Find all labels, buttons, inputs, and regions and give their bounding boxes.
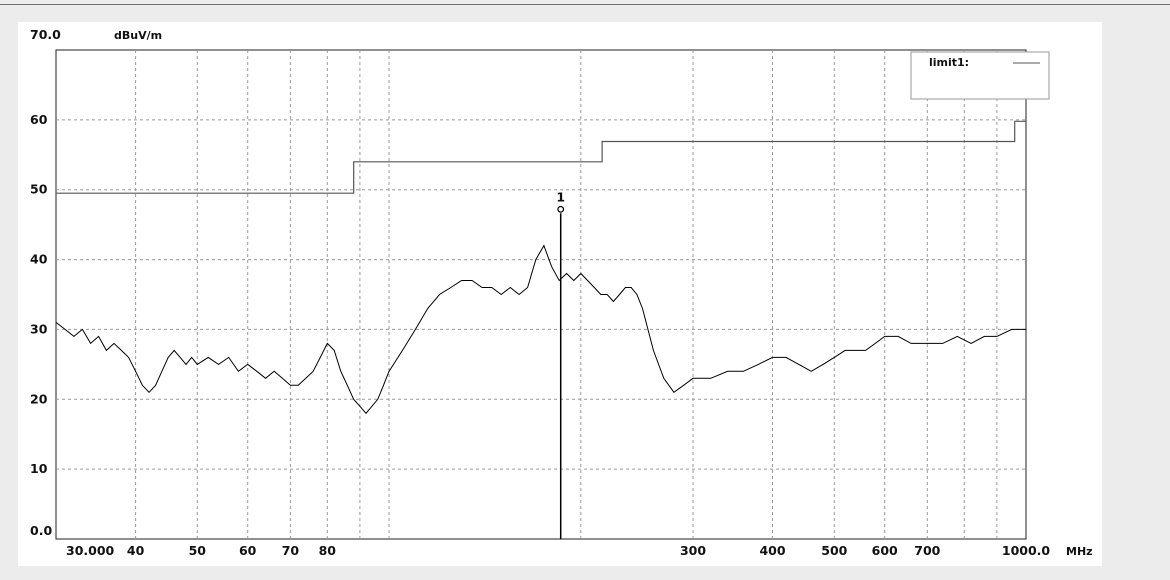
- y-tick-label: 20: [30, 391, 48, 406]
- marker-point: [557, 205, 565, 213]
- x-tick-label: 400: [759, 543, 785, 558]
- x-tick-label: 1000.0: [1002, 543, 1051, 558]
- peak-marker: 1: [556, 189, 565, 539]
- x-tick-label: 60: [239, 543, 257, 558]
- x-tick-label: 80: [319, 543, 337, 558]
- marker-label: 1: [556, 189, 565, 204]
- emission-chart: 0.0 10 20 30 40 50 60 70.0 30.000 40 50 60 70 80 300 4…: [30, 27, 1093, 558]
- legend-label-limit1: limit1:: [929, 56, 969, 69]
- legend: limit1:: [910, 51, 1050, 100]
- x-tick-label: 30.000: [66, 543, 115, 558]
- y-tick-labels: 0.0 10 20 30 40 50 60 70.0: [30, 27, 61, 538]
- y-tick-label: 40: [30, 252, 48, 267]
- x-tick-label: 700: [914, 543, 940, 558]
- y-axis-unit: dBuV/m: [114, 29, 162, 42]
- legend-box: [910, 51, 1050, 100]
- emission-trace: [55, 244, 1026, 415]
- top-divider: [0, 4, 1170, 5]
- y-tick-label: 70.0: [30, 27, 61, 42]
- x-tick-label: 50: [189, 543, 207, 558]
- x-tick-label: 300: [680, 543, 706, 558]
- y-tick-label: 0.0: [30, 523, 52, 538]
- data-series: [55, 120, 1026, 415]
- plot-area: [55, 49, 1027, 540]
- y-tick-label: 60: [30, 112, 48, 127]
- y-tick-label: 50: [30, 182, 48, 197]
- x-tick-label: 600: [872, 543, 898, 558]
- y-tick-label: 10: [30, 461, 48, 476]
- x-tick-labels: 30.000 40 50 60 70 80 300 400 500 600 700 1000.0: [66, 543, 1050, 558]
- chart-panel: 0.0 10 20 30 40 50 60 70.0 30.000 40 50 60 70 80 300 4…: [18, 22, 1102, 566]
- x-tick-label: 40: [127, 543, 145, 558]
- limit-line: [56, 120, 1026, 194]
- x-tick-label: 500: [821, 543, 847, 558]
- x-axis-unit: MHz: [1066, 545, 1093, 558]
- y-tick-label: 30: [30, 321, 48, 336]
- x-tick-label: 70: [282, 543, 300, 558]
